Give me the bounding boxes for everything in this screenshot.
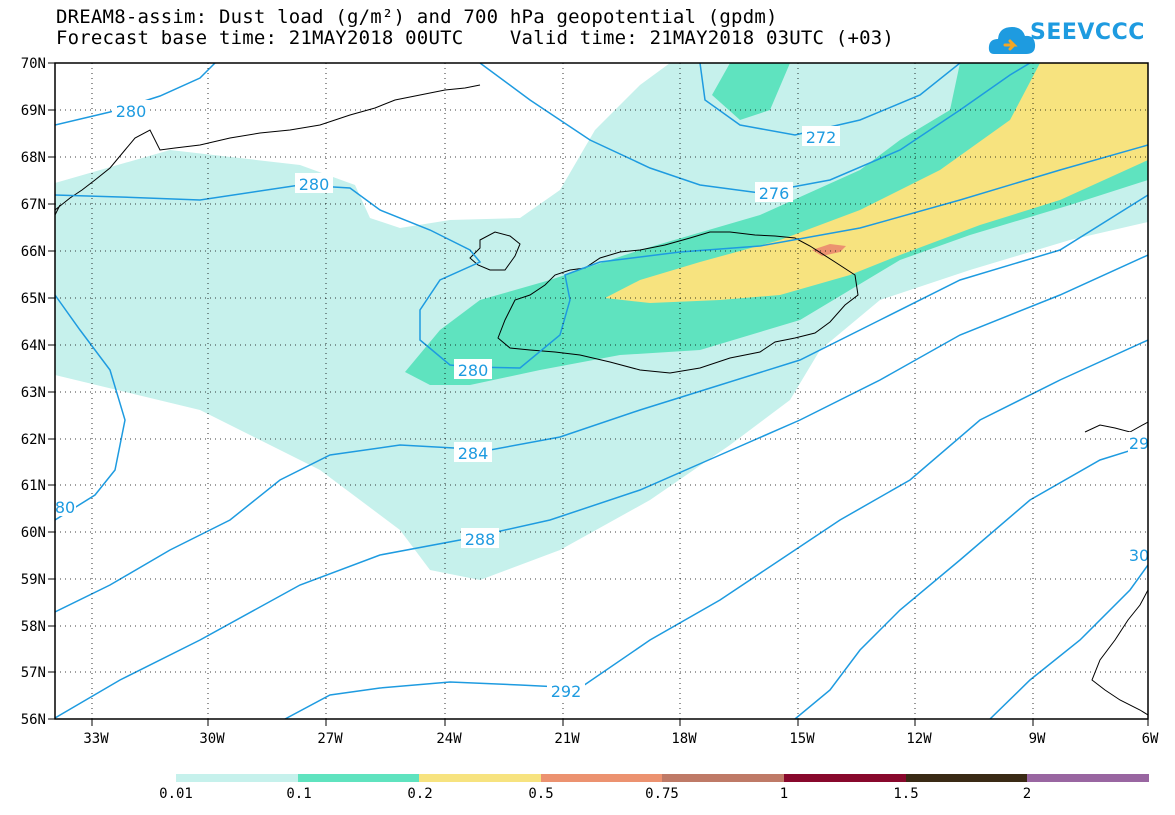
contour-280	[55, 144, 1148, 369]
lat-label: 67N	[20, 197, 46, 213]
lat-label: 58N	[20, 619, 46, 635]
contour-300	[989, 564, 1148, 719]
lon-label: 6W	[1141, 731, 1159, 747]
lat-label: 57N	[20, 665, 46, 681]
lon-label: 24W	[436, 731, 462, 747]
colorbar-segment	[540, 774, 663, 782]
colorbar-segment	[176, 774, 299, 782]
lon-label: 18W	[671, 731, 697, 747]
colorbar-label: 0.2	[407, 786, 433, 802]
lat-label: 64N	[20, 338, 46, 354]
colorbar-label: 0.1	[286, 786, 312, 802]
colorbar-segment	[905, 774, 1028, 782]
colorbar-segment	[784, 774, 907, 782]
colorbar-label: 0.5	[528, 786, 554, 802]
map-title: DREAM8-assim: Dust load (g/m²) and 700 h…	[56, 6, 778, 28]
lat-label: 63N	[20, 385, 46, 401]
lon-label: 15W	[789, 731, 815, 747]
lat-label: 70N	[20, 56, 46, 72]
dust-level-0.1-area	[405, 63, 1148, 385]
lat-label: 62N	[20, 432, 46, 448]
contour-284	[55, 194, 1148, 613]
dust-level-0.2-area	[605, 63, 1148, 303]
colorbar-label: 1	[779, 786, 789, 802]
contour-label: 284	[458, 444, 489, 463]
lat-label: 66N	[20, 244, 46, 260]
colorbar-segment	[419, 774, 542, 782]
colorbar-label: 2	[1022, 786, 1032, 802]
lat-label: 60N	[20, 525, 46, 541]
lon-label: 21W	[554, 731, 580, 747]
contour-label: 280	[458, 361, 489, 380]
contour-label: 272	[806, 128, 837, 147]
contour-288	[55, 254, 1148, 719]
colorbar-segment	[297, 774, 420, 782]
contour-label: 280	[116, 102, 147, 121]
colorbar-segment	[1027, 774, 1150, 782]
contour-292	[284, 339, 1148, 719]
colorbar-label: 0.01	[159, 786, 193, 802]
norway-coastline	[1084, 421, 1148, 716]
lon-label: 12W	[906, 731, 932, 747]
logo-text: SEEVCCC	[1030, 20, 1145, 45]
lat-label: 59N	[20, 572, 46, 588]
cloud-logo-icon	[988, 27, 1036, 54]
forecast-times: Forecast base time: 21MAY2018 00UTC Vali…	[56, 27, 895, 49]
contour-296	[794, 444, 1148, 719]
lat-label: 68N	[20, 150, 46, 166]
contour-label: 29	[1129, 434, 1149, 453]
contour-280-west	[55, 294, 126, 521]
contour-280-north	[55, 63, 216, 126]
contour-label: 280	[299, 175, 330, 194]
contour-272	[699, 63, 961, 136]
contour-label: 292	[551, 682, 582, 701]
contour-label: 276	[759, 184, 790, 203]
contour-label: 80	[55, 498, 75, 517]
contour-label: 30	[1129, 546, 1149, 565]
lon-label: 27W	[317, 731, 343, 747]
colorbar-segment	[662, 774, 785, 782]
lon-label: 9W	[1028, 731, 1046, 747]
lon-label: 33W	[83, 731, 109, 747]
contour-label: 288	[465, 530, 496, 549]
greenland-coastline	[55, 84, 481, 216]
lat-label: 65N	[20, 291, 46, 307]
lon-label: 30W	[199, 731, 225, 747]
lat-label: 69N	[20, 103, 46, 119]
lat-label: 56N	[20, 712, 46, 728]
lat-label: 61N	[20, 478, 46, 494]
colorbar-label: 0.75	[645, 786, 679, 802]
colorbar-label: 1.5	[893, 786, 919, 802]
